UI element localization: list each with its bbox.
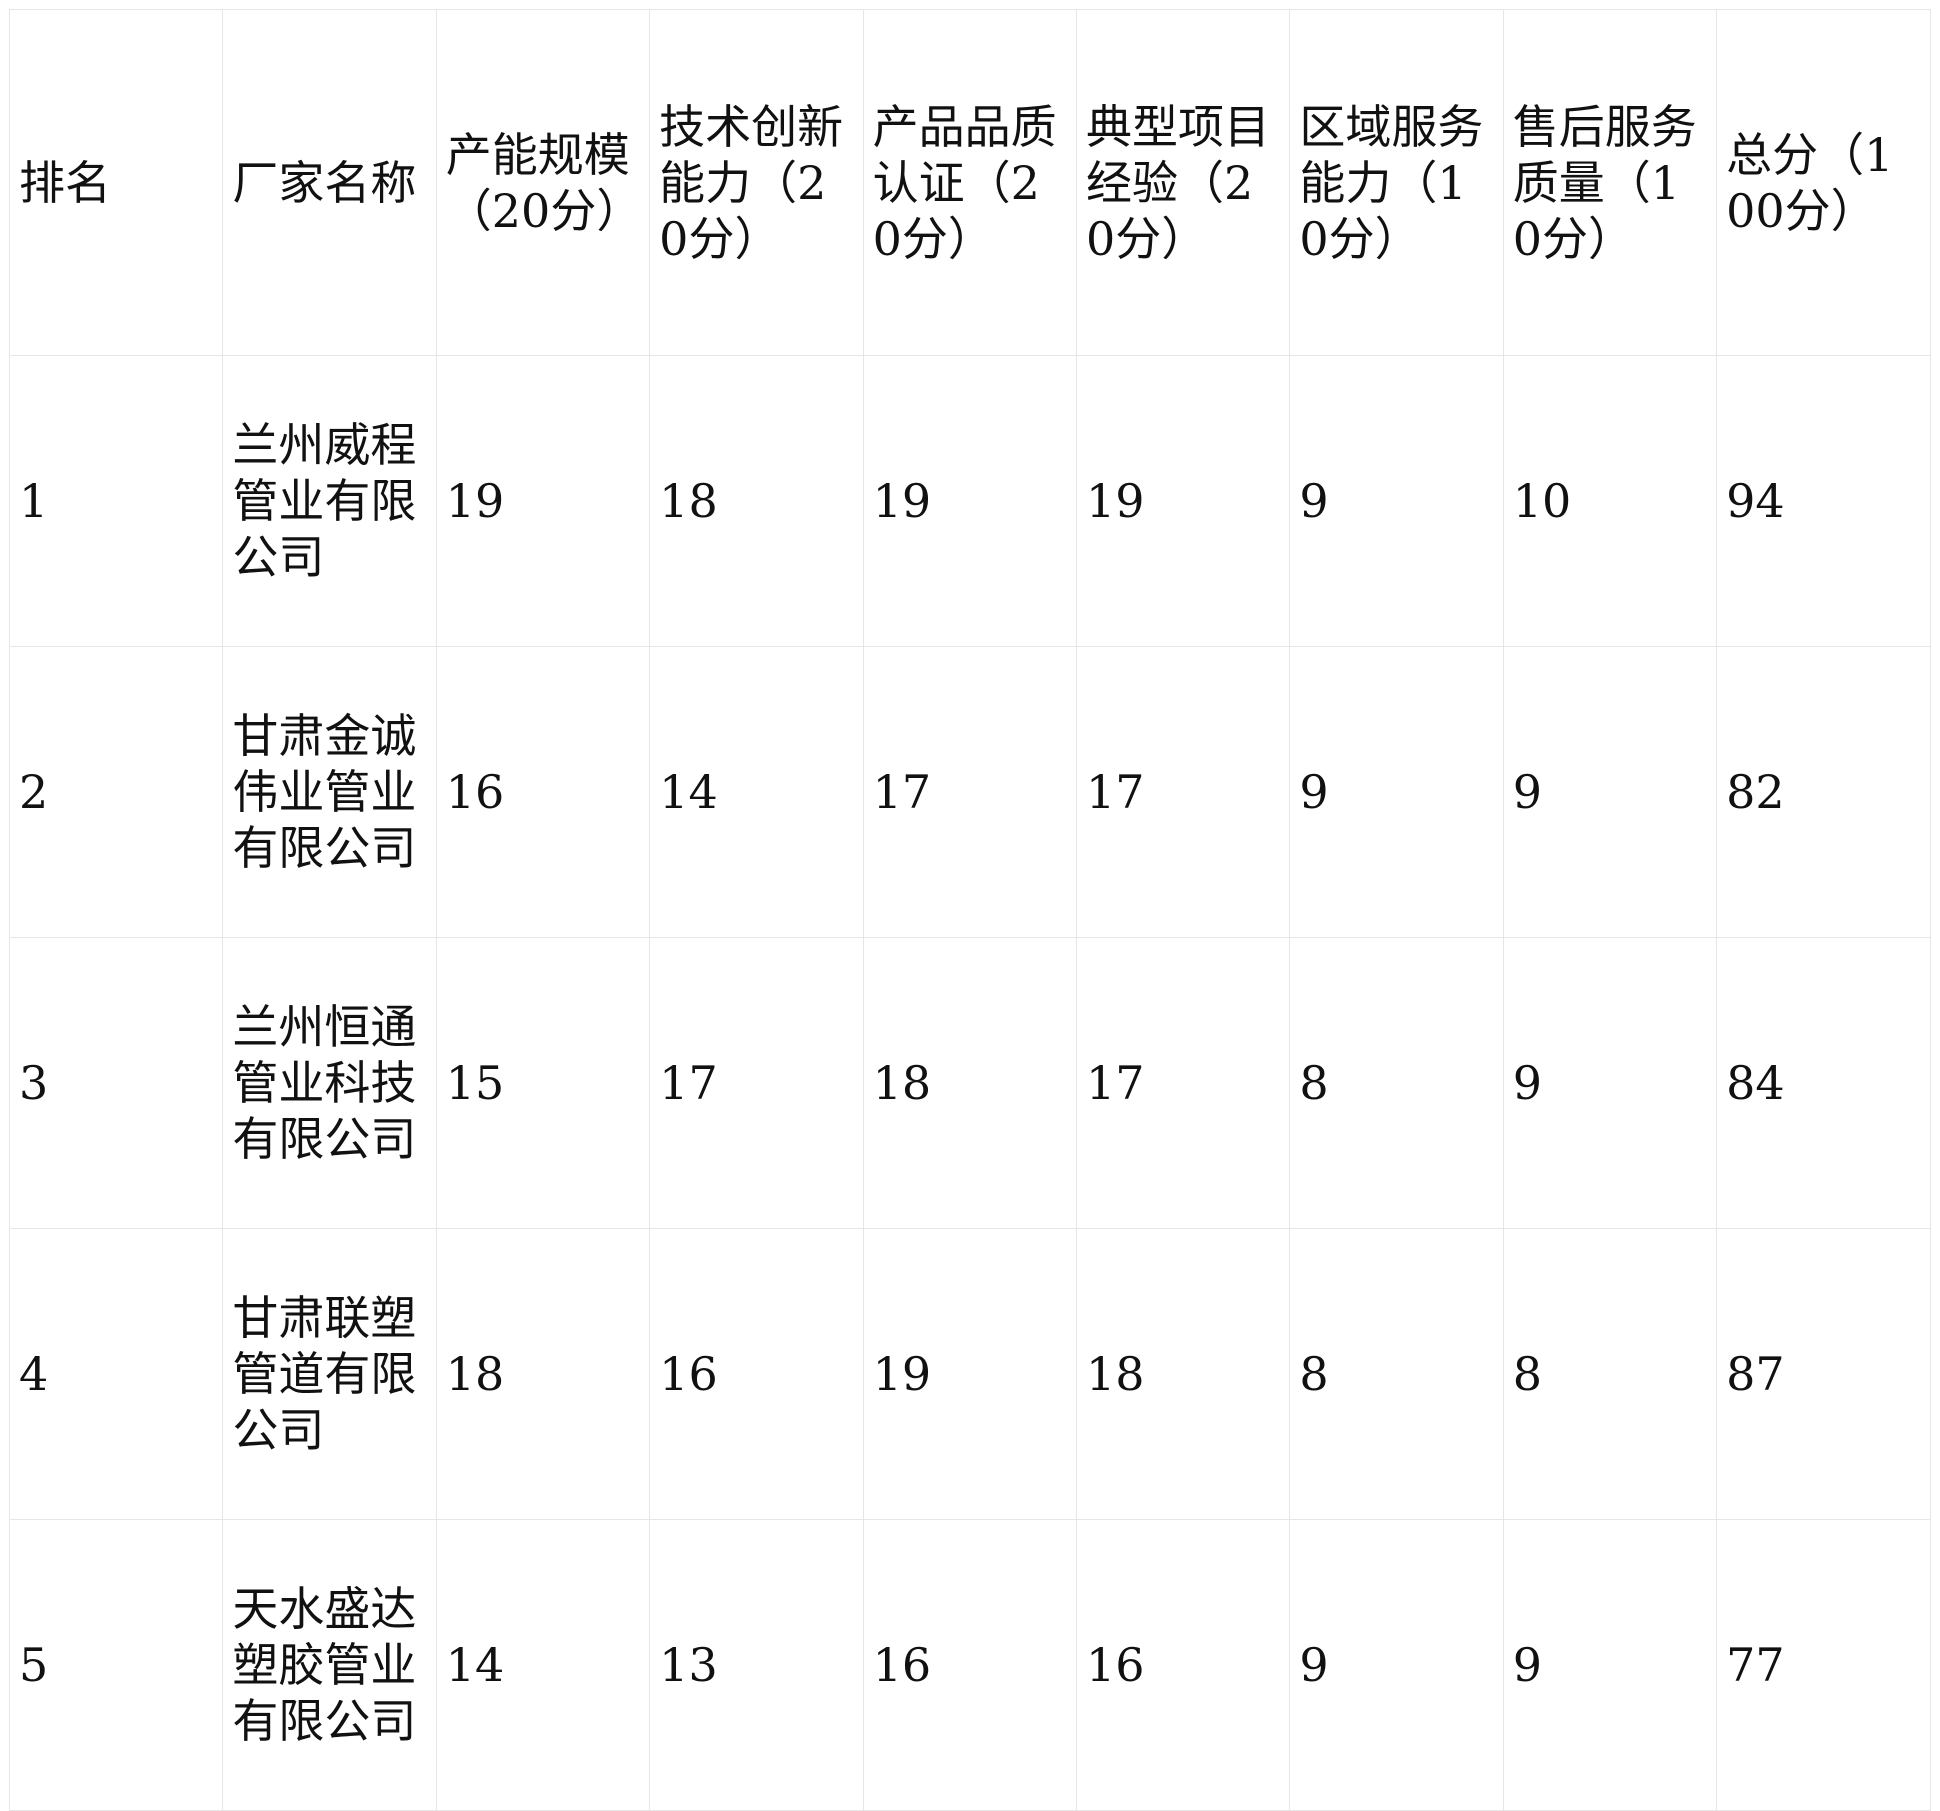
score-cell: 9 [1502, 646, 1718, 938]
score-cell: 18 [435, 1228, 651, 1520]
score-cell: 17 [1075, 646, 1291, 938]
score-cell: 9 [1289, 1519, 1504, 1811]
score-cell: 14 [435, 1519, 651, 1811]
score-cell: 94 [1716, 355, 1931, 647]
score-cell: 19 [1075, 355, 1291, 647]
company-cell: 兰州恒通管业科技有限公司 [222, 937, 437, 1229]
score-cell: 16 [1075, 1519, 1291, 1811]
table-row: 4 甘肃联塑管道有限公司 18 16 19 18 8 8 87 [8, 1228, 1931, 1520]
table-row: 5 天水盛达塑胶管业有限公司 14 13 16 16 9 9 77 [8, 1519, 1931, 1811]
score-cell: 17 [862, 646, 1077, 938]
score-cell: 77 [1716, 1519, 1931, 1811]
header-cell: 排名 [8, 9, 224, 356]
header-cell: 厂家名称 [222, 9, 437, 356]
score-cell: 9 [1502, 937, 1718, 1229]
score-cell: 19 [435, 355, 651, 647]
header-cell: 典型项目经验（20分） [1075, 9, 1291, 356]
company-cell: 甘肃联塑管道有限公司 [222, 1228, 437, 1520]
score-cell: 19 [862, 355, 1077, 647]
header-cell: 区域服务能力（10分） [1289, 9, 1504, 356]
table-row: 3 兰州恒通管业科技有限公司 15 17 18 17 8 9 84 [8, 937, 1931, 1229]
table-row: 2 甘肃金诚伟业管业有限公司 16 14 17 17 9 9 82 [8, 646, 1931, 938]
score-cell: 18 [1075, 1228, 1291, 1520]
score-cell: 4 [8, 1228, 224, 1520]
score-cell: 84 [1716, 937, 1931, 1229]
header-cell: 产品品质认证（20分） [862, 9, 1077, 356]
score-cell: 9 [1289, 355, 1504, 647]
table-row: 1 兰州威程管业有限公司 19 18 19 19 9 10 94 [8, 355, 1931, 647]
score-cell: 17 [1075, 937, 1291, 1229]
header-cell: 售后服务质量（10分） [1502, 9, 1718, 356]
header-cell: 总分（100分） [1716, 9, 1931, 356]
header-cell: 产能规模（20分） [435, 9, 651, 356]
company-cell: 天水盛达塑胶管业有限公司 [222, 1519, 437, 1811]
score-cell: 16 [862, 1519, 1077, 1811]
score-cell: 14 [649, 646, 864, 938]
score-cell: 3 [8, 937, 224, 1229]
score-cell: 16 [435, 646, 651, 938]
header-cell: 技术创新能力（20分） [649, 9, 864, 356]
score-cell: 18 [649, 355, 864, 647]
score-cell: 15 [435, 937, 651, 1229]
score-cell: 8 [1502, 1228, 1718, 1520]
score-cell: 16 [649, 1228, 864, 1520]
score-cell: 1 [8, 355, 224, 647]
table-body: 1 兰州威程管业有限公司 19 18 19 19 9 10 94 2 甘肃金诚伟业管业有限公司 16 1… [8, 355, 1931, 1811]
header-row: 排名 厂家名称 产能规模（20分） 技术创新能力（20分） 产品品质认证（20分） 典型项… [8, 9, 1931, 356]
company-cell: 兰州威程管业有限公司 [222, 355, 437, 647]
score-cell: 17 [649, 937, 864, 1229]
score-cell: 13 [649, 1519, 864, 1811]
score-cell: 8 [1289, 937, 1504, 1229]
table-head: 排名 厂家名称 产能规模（20分） 技术创新能力（20分） 产品品质认证（20分） 典型项… [8, 9, 1931, 356]
score-cell: 87 [1716, 1228, 1931, 1520]
score-cell: 82 [1716, 646, 1931, 938]
score-cell: 9 [1502, 1519, 1718, 1811]
score-cell: 9 [1289, 646, 1504, 938]
score-cell: 19 [862, 1228, 1077, 1520]
score-cell: 8 [1289, 1228, 1504, 1520]
score-cell: 5 [8, 1519, 224, 1811]
ranking-table: 排名 厂家名称 产能规模（20分） 技术创新能力（20分） 产品品质认证（20分） 典型项… [8, 9, 1931, 1811]
score-cell: 10 [1502, 355, 1718, 647]
score-cell: 2 [8, 646, 224, 938]
company-cell: 甘肃金诚伟业管业有限公司 [222, 646, 437, 938]
score-cell: 18 [862, 937, 1077, 1229]
